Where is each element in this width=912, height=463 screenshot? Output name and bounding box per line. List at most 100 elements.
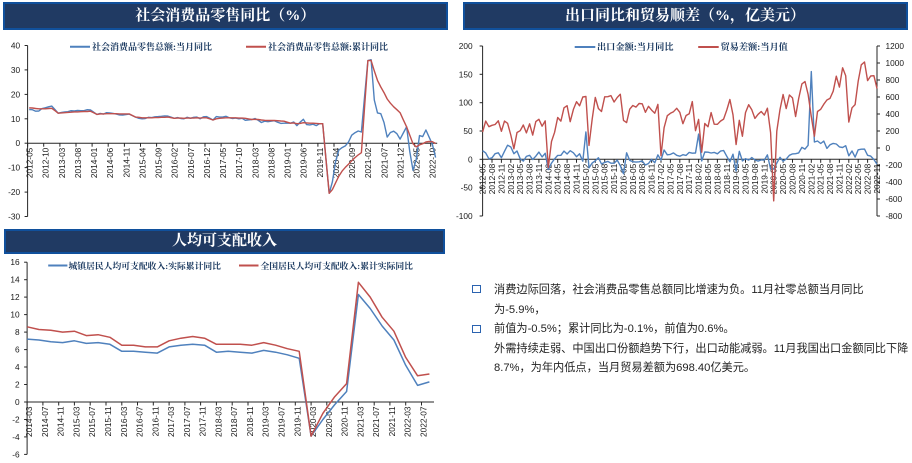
svg-text:2021-02: 2021-02 — [806, 163, 816, 194]
svg-text:2020-02: 2020-02 — [769, 163, 779, 194]
svg-text:2016-12: 2016-12 — [202, 147, 212, 178]
svg-text:-400: -400 — [886, 177, 903, 187]
svg-text:2014-02: 2014-02 — [543, 163, 553, 194]
svg-text:0: 0 — [15, 138, 20, 148]
svg-text:2022-03: 2022-03 — [403, 406, 413, 437]
svg-text:2022-08: 2022-08 — [863, 163, 873, 194]
svg-text:贸易差额:当月值: 贸易差额:当月值 — [721, 41, 789, 52]
svg-text:2017-02: 2017-02 — [656, 163, 666, 194]
svg-text:2022-10: 2022-10 — [428, 147, 438, 178]
svg-text:200: 200 — [459, 41, 473, 51]
svg-text:2018-08: 2018-08 — [267, 147, 277, 178]
svg-text:2019-08: 2019-08 — [750, 163, 760, 194]
svg-text:2022-05: 2022-05 — [412, 147, 422, 178]
svg-text:2018-07: 2018-07 — [229, 406, 239, 437]
svg-text:8: 8 — [15, 327, 20, 337]
svg-text:400: 400 — [886, 109, 900, 119]
svg-text:2019-03: 2019-03 — [261, 406, 271, 437]
svg-text:4: 4 — [15, 362, 20, 372]
svg-text:2020-07: 2020-07 — [324, 406, 334, 437]
svg-text:2022-07: 2022-07 — [419, 406, 429, 437]
svg-text:2022-02: 2022-02 — [844, 163, 854, 194]
svg-text:2018-05: 2018-05 — [703, 163, 713, 194]
svg-text:-200: -200 — [886, 160, 903, 170]
svg-text:2020-05: 2020-05 — [778, 163, 788, 194]
svg-text:2021-02: 2021-02 — [363, 147, 373, 178]
svg-text:2015-09: 2015-09 — [154, 147, 164, 178]
svg-text:2020-08: 2020-08 — [788, 163, 798, 194]
svg-text:社会消费品零售总额:当月同比: 社会消费品零售总额:当月同比 — [92, 41, 212, 52]
svg-text:10: 10 — [11, 114, 21, 124]
svg-text:800: 800 — [886, 75, 900, 85]
svg-text:2014-07: 2014-07 — [40, 406, 50, 437]
svg-text:2016-03: 2016-03 — [119, 406, 129, 437]
svg-text:16: 16 — [10, 257, 20, 267]
svg-text:2013-08: 2013-08 — [525, 163, 535, 194]
svg-text:2018-11: 2018-11 — [245, 406, 255, 436]
svg-text:-30: -30 — [8, 212, 20, 222]
svg-text:50: 50 — [463, 126, 473, 136]
svg-text:200: 200 — [886, 126, 900, 136]
svg-text:-4: -4 — [12, 432, 20, 442]
svg-text:2016-11: 2016-11 — [647, 163, 657, 193]
svg-text:2021-08: 2021-08 — [825, 163, 835, 194]
svg-text:100: 100 — [459, 98, 473, 108]
svg-text:10: 10 — [10, 310, 20, 320]
svg-text:2014-06: 2014-06 — [105, 147, 115, 178]
svg-text:2015-07: 2015-07 — [87, 406, 97, 437]
svg-text:14: 14 — [10, 275, 20, 285]
svg-text:2013-02: 2013-02 — [506, 163, 516, 194]
svg-text:2: 2 — [15, 380, 20, 390]
svg-text:2014-08: 2014-08 — [562, 163, 572, 194]
svg-text:2016-05: 2016-05 — [628, 163, 638, 194]
svg-text:2021-11: 2021-11 — [834, 163, 844, 193]
svg-text:2015-11: 2015-11 — [103, 406, 113, 436]
svg-text:2020-11: 2020-11 — [340, 406, 350, 436]
svg-text:12: 12 — [10, 292, 20, 302]
svg-text:-6: -6 — [12, 449, 20, 459]
svg-text:2020-11: 2020-11 — [797, 163, 807, 193]
svg-text:2019-11: 2019-11 — [759, 163, 769, 193]
svg-text:-50: -50 — [461, 183, 473, 193]
svg-text:2012-05: 2012-05 — [478, 163, 488, 194]
svg-text:0: 0 — [886, 143, 891, 153]
svg-text:2016-07: 2016-07 — [186, 147, 196, 178]
svg-text:2012-05: 2012-05 — [25, 147, 35, 178]
svg-text:2017-07: 2017-07 — [182, 406, 192, 437]
svg-text:2021-07: 2021-07 — [379, 147, 389, 178]
svg-text:2022-11: 2022-11 — [872, 163, 882, 193]
svg-text:2016-08: 2016-08 — [637, 163, 647, 194]
svg-text:20: 20 — [11, 89, 21, 99]
svg-text:2015-11: 2015-11 — [609, 163, 619, 193]
svg-text:2015-02: 2015-02 — [581, 163, 591, 194]
svg-text:2019-02: 2019-02 — [731, 163, 741, 194]
svg-text:2018-03: 2018-03 — [250, 147, 260, 178]
svg-text:2014-01: 2014-01 — [89, 147, 99, 178]
svg-text:2018-03: 2018-03 — [213, 406, 223, 437]
svg-text:0: 0 — [468, 154, 473, 164]
svg-text:2014-11: 2014-11 — [56, 406, 66, 436]
svg-text:2014-05: 2014-05 — [553, 163, 563, 194]
svg-text:-800: -800 — [886, 211, 903, 221]
svg-text:2012-11: 2012-11 — [496, 163, 506, 193]
svg-text:2018-08: 2018-08 — [712, 163, 722, 194]
svg-text:2013-03: 2013-03 — [57, 147, 67, 178]
svg-text:1000: 1000 — [886, 58, 905, 68]
svg-text:2021-05: 2021-05 — [816, 163, 826, 194]
svg-text:全国居民人均可支配收入:累计实际同比: 全国居民人均可支配收入:累计实际同比 — [261, 260, 414, 271]
svg-text:2016-02: 2016-02 — [619, 163, 629, 194]
svg-text:2017-11: 2017-11 — [684, 163, 694, 193]
svg-text:-20: -20 — [8, 187, 20, 197]
svg-text:2012-10: 2012-10 — [41, 147, 51, 178]
svg-text:2015-04: 2015-04 — [138, 147, 148, 178]
svg-text:600: 600 — [886, 92, 900, 102]
svg-text:2021-12: 2021-12 — [396, 147, 406, 178]
svg-text:2014-11: 2014-11 — [121, 147, 131, 177]
svg-text:1200: 1200 — [886, 41, 905, 51]
svg-text:150: 150 — [459, 69, 473, 79]
svg-text:2021-07: 2021-07 — [371, 406, 381, 437]
svg-text:城镇居民人均可支配收入:实际累计同比: 城镇居民人均可支配收入:实际累计同比 — [69, 260, 222, 271]
svg-text:2016-11: 2016-11 — [150, 406, 160, 436]
svg-text:2015-03: 2015-03 — [71, 406, 81, 437]
svg-text:2018-02: 2018-02 — [694, 163, 704, 194]
